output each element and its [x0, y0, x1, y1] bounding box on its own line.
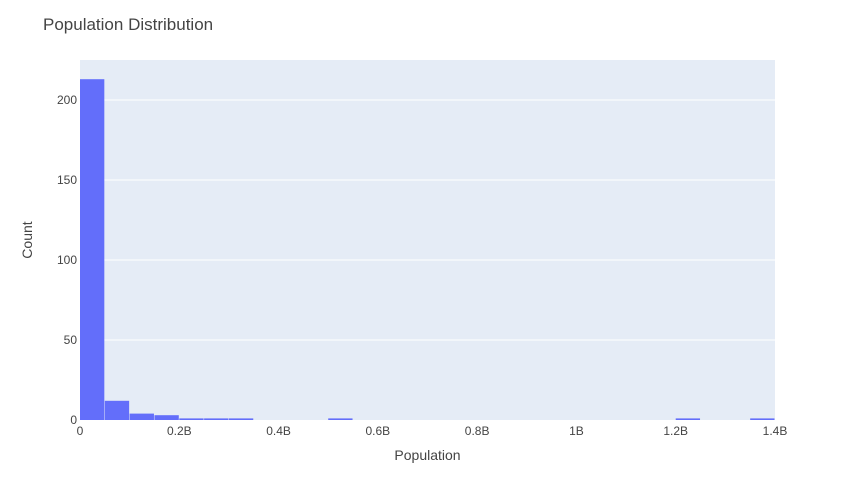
y-axis-ticks: 0 50 100 150 200 — [57, 93, 77, 427]
y-axis-title: Count — [19, 221, 35, 258]
y-tick-label: 200 — [57, 93, 77, 107]
histogram-bars — [80, 79, 775, 420]
histogram-bar[interactable] — [675, 418, 701, 420]
y-tick-label: 150 — [57, 173, 77, 187]
chart-title: Population Distribution — [43, 15, 213, 34]
y-tick-label: 100 — [57, 253, 77, 267]
y-tick-label: 50 — [64, 333, 78, 347]
histogram-bar[interactable] — [154, 415, 179, 420]
histogram-bar[interactable] — [228, 418, 254, 420]
histogram-bar[interactable] — [750, 418, 775, 420]
plot-area — [80, 60, 775, 420]
histogram-bar[interactable] — [328, 418, 353, 420]
histogram-bar[interactable] — [179, 418, 204, 420]
x-axis-title: Population — [394, 447, 460, 463]
x-tick-label: 0.4B — [266, 424, 291, 438]
histogram-bar[interactable] — [129, 413, 154, 420]
x-tick-label: 1.4B — [763, 424, 788, 438]
histogram-bar[interactable] — [204, 418, 229, 420]
x-tick-label: 0.8B — [465, 424, 490, 438]
y-gridlines — [80, 99, 775, 341]
x-tick-label: 1.2B — [663, 424, 688, 438]
x-tick-label: 0.6B — [366, 424, 391, 438]
x-axis-ticks: 0 0.2B 0.4B 0.6B 0.8B 1B 1.2B 1.4B — [77, 424, 788, 438]
histogram-bar[interactable] — [80, 79, 105, 420]
y-tick-label: 0 — [70, 413, 77, 427]
x-tick-label: 0 — [77, 424, 84, 438]
x-tick-label: 0.2B — [167, 424, 192, 438]
x-tick-label: 1B — [569, 424, 584, 438]
histogram-bar[interactable] — [104, 400, 130, 420]
